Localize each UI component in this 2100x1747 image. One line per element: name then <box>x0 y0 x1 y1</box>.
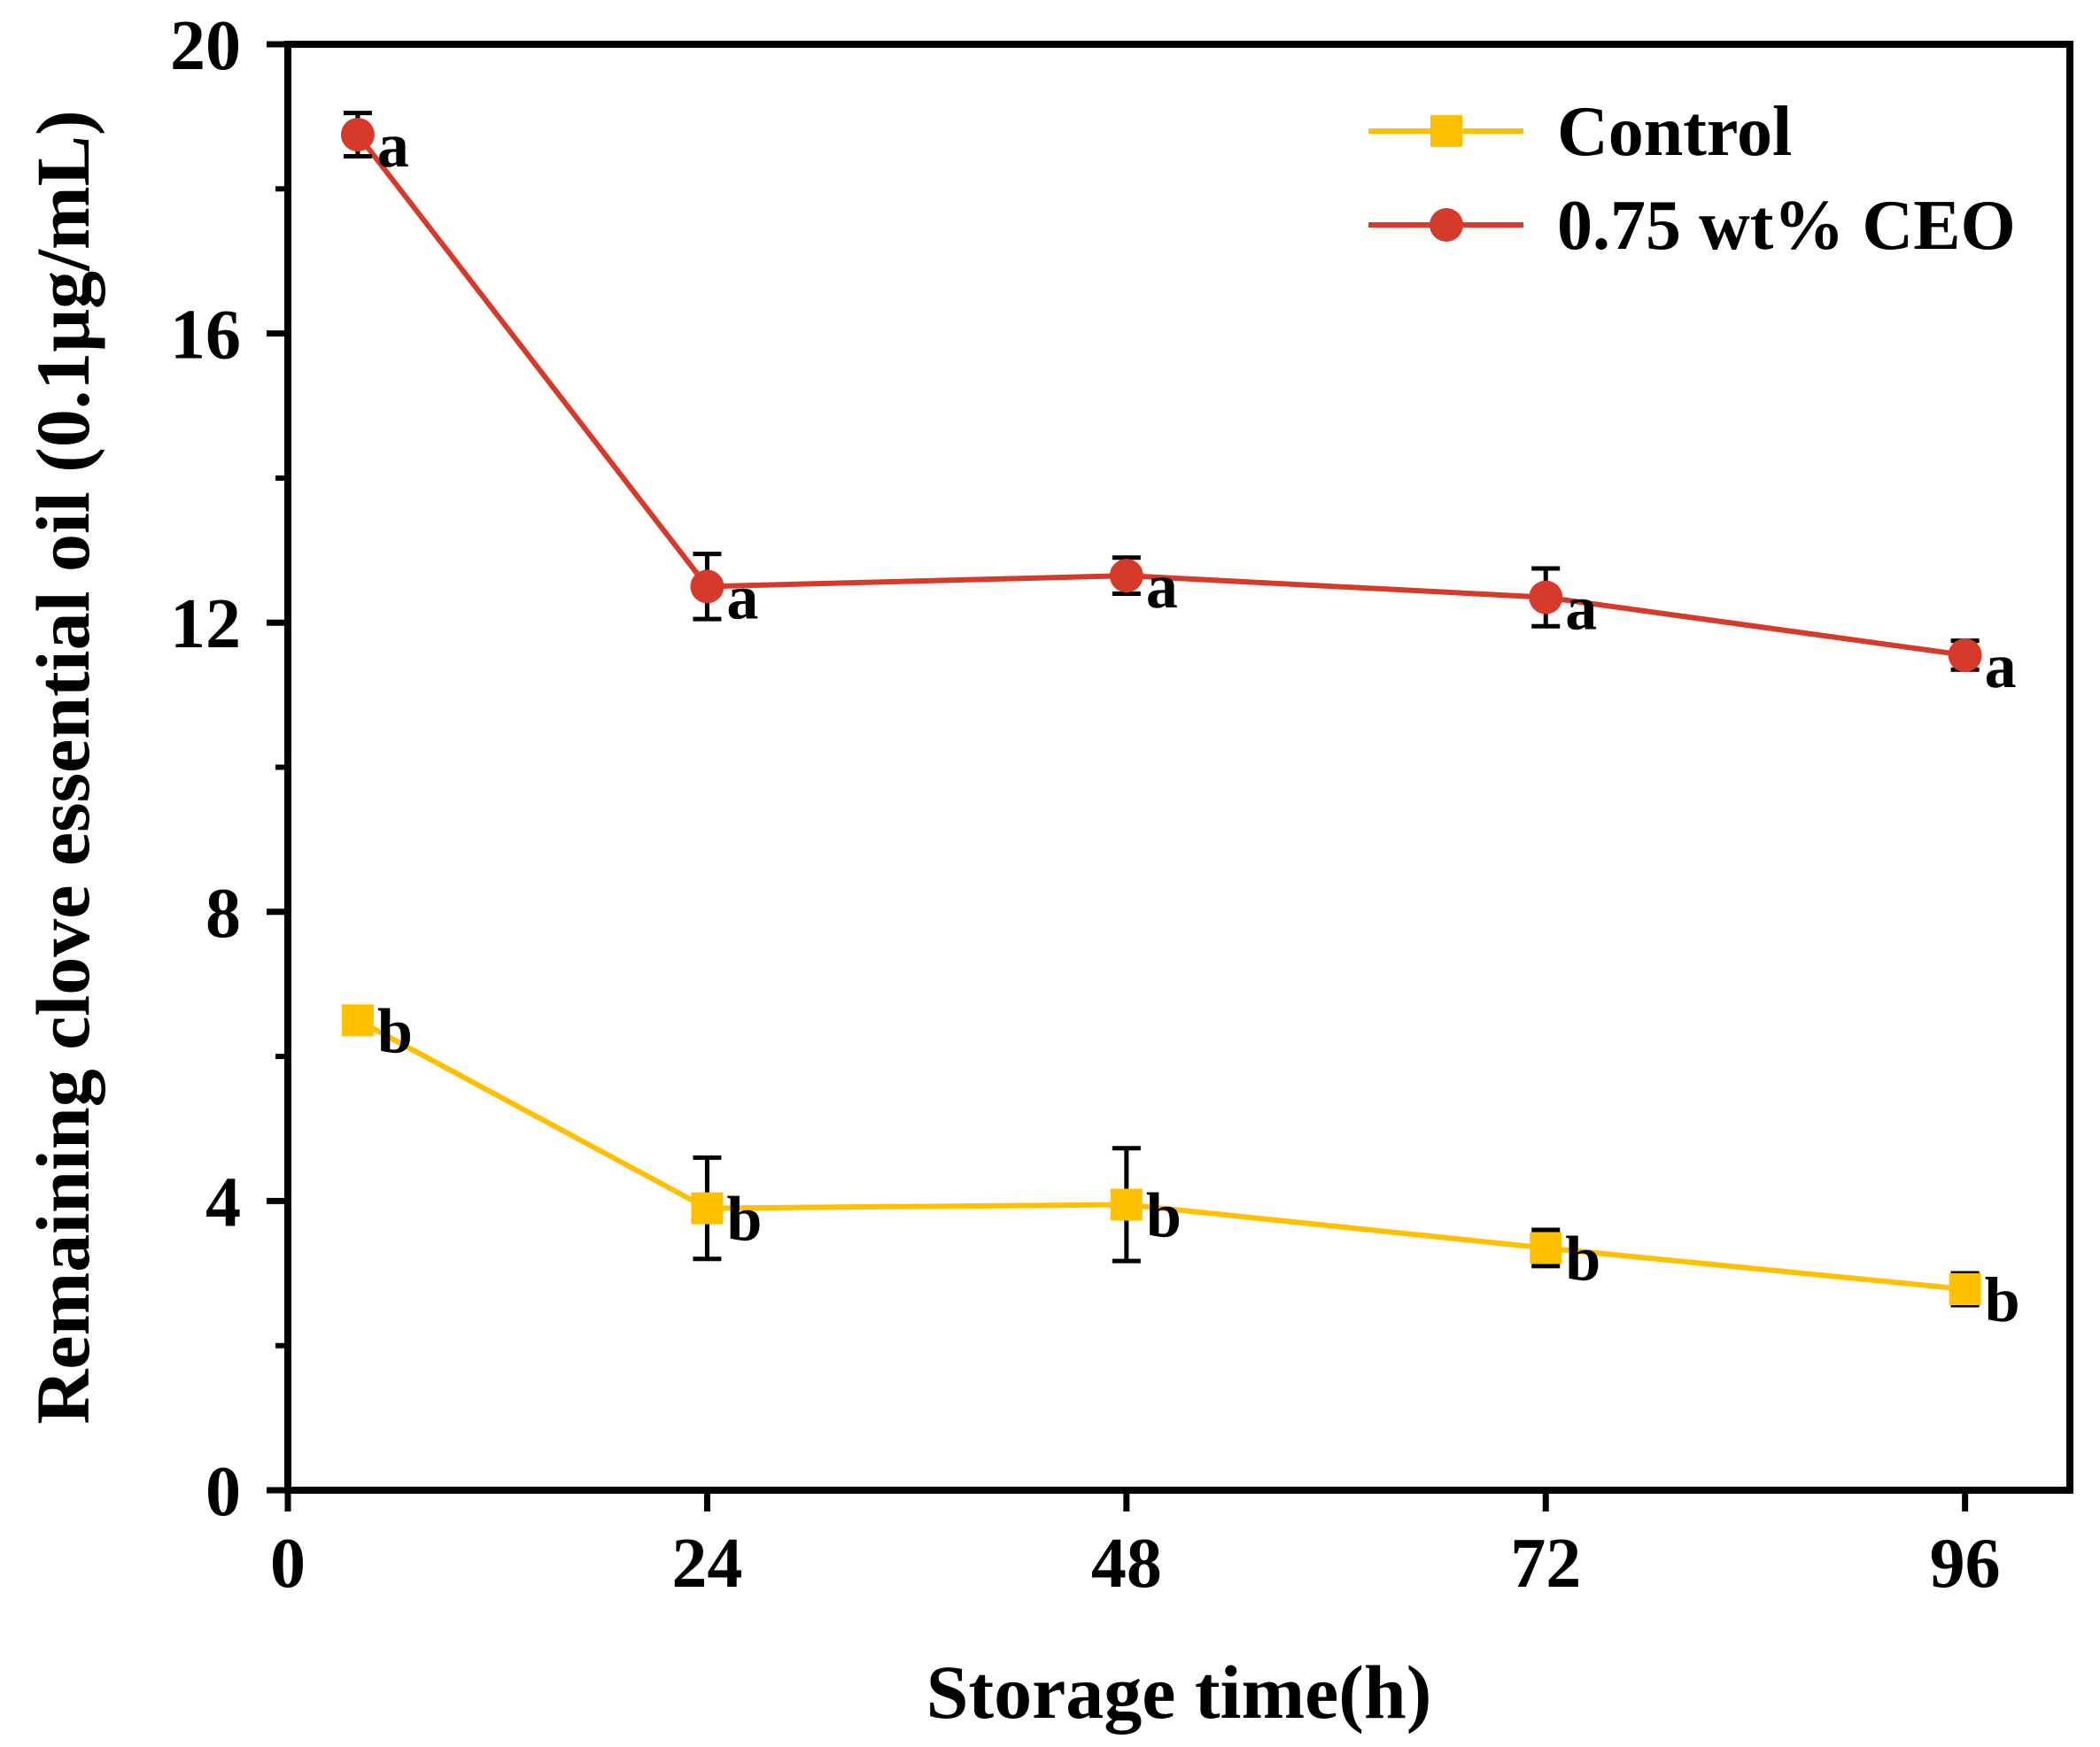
data-point-1-4 <box>1948 638 1982 672</box>
significance-label-1-1: a <box>726 561 758 632</box>
x-tick-label-0: 0 <box>270 1525 306 1603</box>
legend-label-0: Control <box>1557 93 1792 171</box>
data-point-0-3 <box>1530 1232 1562 1264</box>
y-tick-label-8: 8 <box>205 875 241 953</box>
y-tick-label-16: 16 <box>170 297 241 375</box>
y-axis-title: Remaining clove essential oil (0.1μg/mL) <box>20 110 105 1424</box>
y-tick-label-0: 0 <box>205 1453 241 1531</box>
x-tick-label-48: 48 <box>1091 1525 1162 1603</box>
data-point-1-2 <box>1109 559 1143 593</box>
data-point-1-3 <box>1529 580 1563 615</box>
significance-label-1-3: a <box>1565 573 1597 644</box>
x-tick-label-96: 96 <box>1930 1525 2001 1603</box>
data-point-0-4 <box>1949 1273 1981 1306</box>
data-point-0-2 <box>1110 1188 1143 1221</box>
data-point-0-0 <box>341 1004 374 1037</box>
x-tick-label-72: 72 <box>1510 1525 1581 1603</box>
series-0: b b b b b <box>341 995 2020 1335</box>
legend: Control 0.75 wt% CEO <box>1368 93 2016 265</box>
legend-marker-0 <box>1430 115 1462 147</box>
data-point-0-1 <box>691 1192 724 1225</box>
legend-label-1: 0.75 wt% CEO <box>1557 187 2016 265</box>
y-tick-label-20: 20 <box>170 7 241 85</box>
series-layer: b b b b b a a a a a <box>340 110 2020 1335</box>
significance-label-0-4: b <box>1985 1264 2020 1335</box>
y-tick-label-12: 12 <box>170 585 241 663</box>
significance-label-1-0: a <box>377 110 409 181</box>
x-tick-label-24: 24 <box>671 1525 742 1603</box>
significance-label-0-0: b <box>377 995 413 1066</box>
data-point-1-0 <box>340 118 375 152</box>
significance-label-1-4: a <box>1985 630 2017 701</box>
significance-label-0-3: b <box>1565 1223 1600 1294</box>
x-axis-title: Storage time(h) <box>926 1650 1432 1735</box>
significance-label-0-2: b <box>1146 1179 1182 1250</box>
legend-marker-1 <box>1430 208 1463 242</box>
y-tick-label-4: 4 <box>205 1163 241 1241</box>
series-1: a a a a a <box>340 110 2017 701</box>
data-point-1-1 <box>690 569 725 604</box>
significance-label-1-2: a <box>1146 551 1178 622</box>
significance-label-0-1: b <box>726 1184 762 1255</box>
